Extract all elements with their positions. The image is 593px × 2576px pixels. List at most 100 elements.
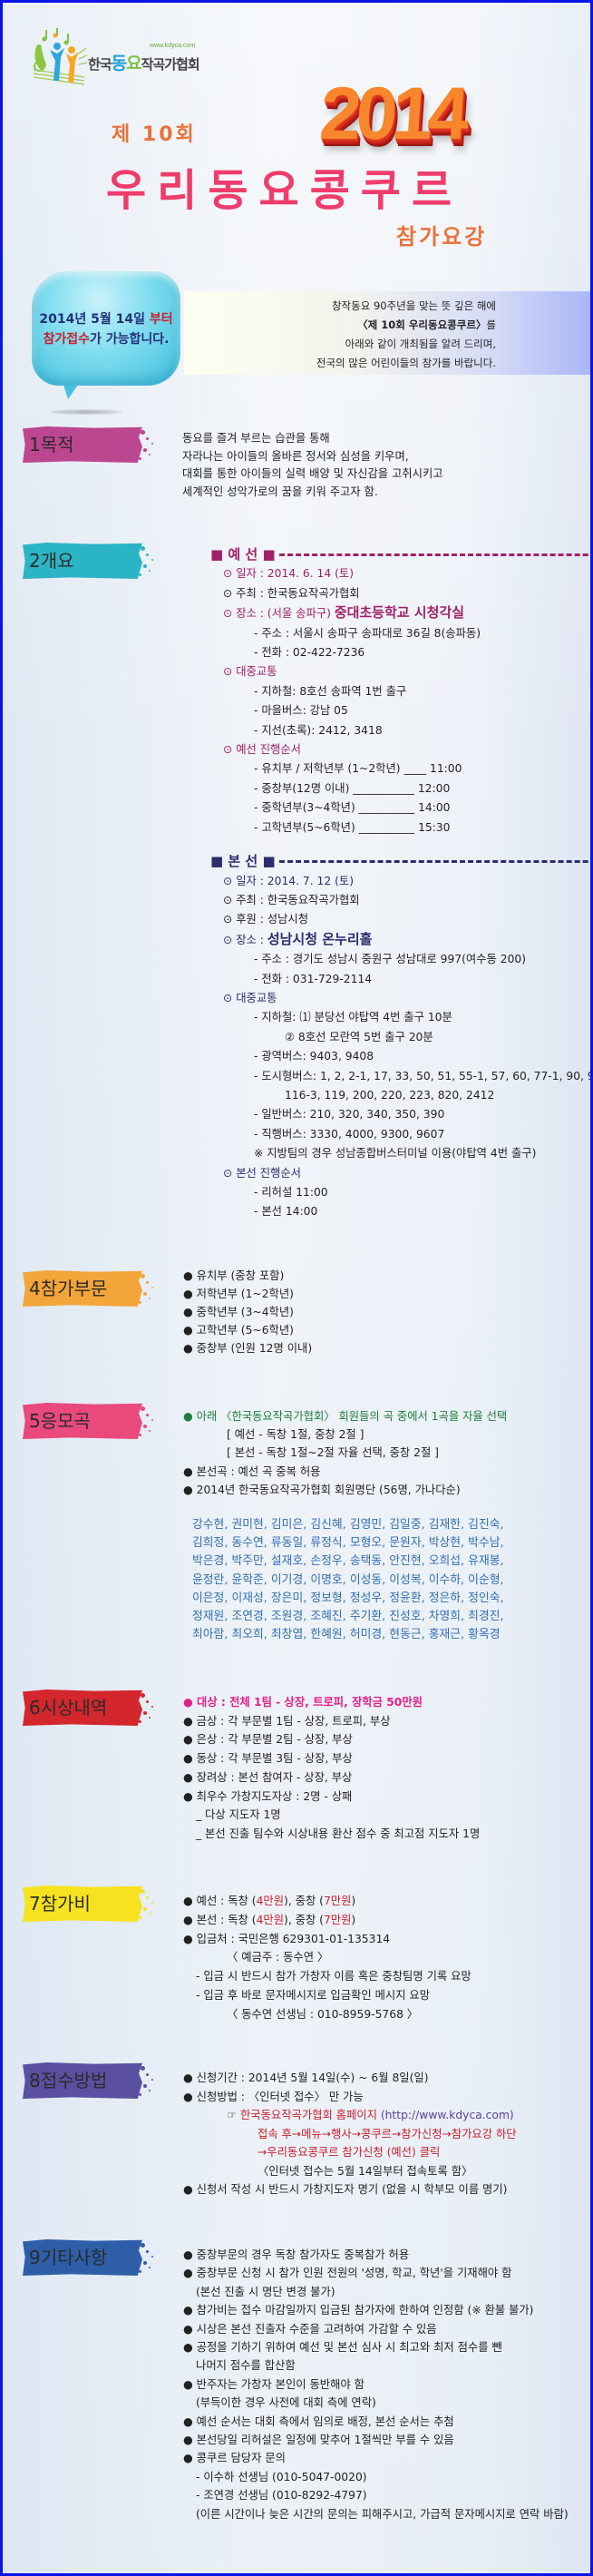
section-content-s4: ● 유치부 (중창 포함) ● 저학년부 (1~2학년) ● 중학년부 (3~4학년…: [183, 1267, 312, 1357]
info-line: - 중창부(12명 이내) ___________ 12:00: [210, 779, 590, 798]
text-segment: ● 아래 〈한국동요작곡가협회〉 회원들의 곡 중에서 1곡을 자율 선택: [183, 1410, 508, 1423]
text-segment: ⊙ 장소 : (서울 송파구): [223, 607, 335, 621]
text-segment: - 주소 : 경기도 성남시 중원구 성남대로 997(여수동 200): [254, 953, 527, 966]
paint-splatter: [139, 1301, 141, 1304]
text-segment: ● 신청기간 : 2014년 5월 14일(수) ~ 6월 8일(일): [183, 2072, 429, 2084]
brush-stroke: [23, 1885, 142, 1922]
info-line: ⊙ 일자 : 2014. 7. 12 (토): [210, 872, 590, 891]
text-segment: (본선 진출 시 명단 변경 불가): [196, 2285, 335, 2298]
info-line: ② 8호선 모란역 5번 출구 20분: [210, 1028, 590, 1047]
text-segment: 전국의 많은 어린이들의 참가를 바랍니다.: [316, 357, 496, 369]
info-line: - 전화 : 031-729-2114: [210, 970, 590, 989]
info-line: ● 예선 : 독창 (4만원), 중창 (7만원): [183, 1892, 471, 1911]
text-segment: - 본선 14:00: [254, 1205, 318, 1219]
text-segment: 116-3, 119, 200, 220, 223, 820, 2412: [285, 1088, 495, 1102]
text-segment: ● 콩쿠르 담당자 문의: [183, 2452, 286, 2465]
text-segment: - 직행버스: 3330, 4000, 9300, 9607: [254, 1127, 445, 1141]
text-segment: 가 가능합니다.: [90, 332, 170, 347]
section-content-s7: ● 예선 : 독창 (4만원), 중창 (7만원) ● 본선 : 독창 (4만원)…: [183, 1892, 471, 2024]
text-segment: 〈인터넷 접수는 5월 14일부터 접속토록 함〉: [258, 2164, 473, 2178]
intro-line: 〈제 10회 우리동요콩쿠르〉를: [184, 316, 496, 335]
section-label-s5: 5응모곡: [23, 1403, 153, 1439]
info-line: - 고학년부(5~6학년) __________ 15:30: [210, 818, 590, 837]
text-segment: ● 본선곡 : 예선 곡 중복 허용: [183, 1464, 321, 1478]
member-names-line: 박은경, 박주만, 설재호, 손정우, 송택동, 안진현, 오희섭, 유재봉,: [183, 1552, 507, 1571]
section-title: 1목적: [29, 434, 74, 455]
info-line: ● 본선 : 독창 (4만원), 중창 (7만원): [183, 1911, 471, 1930]
info-line: ⊙ 주최 : 한국동요작곡가협회: [210, 891, 590, 910]
info-line: - 주소 : 서울시 송파구 송파대로 36길 8(송파동): [210, 624, 590, 643]
info-line: ● 최우수 가창지도자상 : 2명 - 상패: [183, 1788, 480, 1807]
text-segment: ● 예선 순서는 대회 측에서 임의로 배정, 본선 순서는 추첨: [183, 2414, 454, 2428]
info-line: - 중학년부(3~4학년) __________ 14:00: [210, 798, 590, 818]
registration-notice: 2014년 5월 14일 부터 참가접수가 가능합니다.: [32, 309, 180, 349]
info-line: ● 신청기간 : 2014년 5월 14일(수) ~ 6월 8일(일): [183, 2069, 517, 2088]
section-content-s1: 동요를 즐겨 부르는 습관을 통해 자라나는 아이들의 올바른 정서와 심성을 키…: [182, 430, 443, 501]
info-line: _ 다상 지도자 1명: [183, 1806, 480, 1825]
info-line: [ 본선 - 독창 1절~2절 자율 선택, 중창 2절 ]: [183, 1444, 507, 1462]
text-segment: _ 본선 진출 팀수와 시상내용 환산 점수 중 최고점 지도자 1명: [196, 1827, 481, 1840]
paint-splatter: [151, 1419, 153, 1421]
text-segment: 4만원: [256, 1895, 285, 1907]
info-line: - 일반버스: 210, 320, 340, 350, 390: [210, 1105, 590, 1124]
text-segment: (부득이한 경우 사전에 대회 측에 연락): [196, 2396, 376, 2410]
paint-splatter: [139, 2270, 141, 2273]
paint-splatter: [141, 2066, 145, 2071]
paint-splatter: [139, 457, 141, 460]
text-segment: [ 예선 - 독창 1절, 중창 2절 ]: [227, 1428, 365, 1442]
text-segment: [ 본선 - 독창 1절~2절 자율 선택, 중창 2절 ]: [227, 1446, 439, 1460]
text-segment: ● 시상은 본선 진출자 수준을 고려하여 가감할 수 있음: [183, 2322, 437, 2336]
text-segment: ⊙ 대중교통: [223, 991, 277, 1004]
intro-line: 전국의 많은 어린이들의 참가를 바랍니다.: [184, 354, 496, 373]
text-segment: ), 중창 (: [284, 1895, 324, 1907]
info-line: ⊙ 대중교통: [210, 662, 590, 681]
paint-splatter: [139, 1720, 141, 1723]
section-title: 2개요: [29, 550, 74, 572]
info-line: ⊙ 후원 : 성남시청: [210, 910, 590, 929]
info-line: (부득이한 경우 사전에 대회 측에 연락): [183, 2394, 569, 2412]
text-segment: ● 반주자는 가창자 본인이 동반해야 함: [183, 2377, 365, 2391]
section-content-s2: ■ 예 선 ■ ⊙ 일자 : 2014. 6. 14 (토) ⊙ 주최 : 한국동요…: [210, 545, 590, 1222]
paint-splatter: [151, 1706, 153, 1708]
text-segment: - 마을버스: 강남 05: [254, 704, 348, 718]
text-segment: ● 신청서 작성 시 반드시 가창지도자 명기 (없을 시 학부모 이름 명기): [183, 2183, 508, 2196]
text-segment: 〈제 10회 우리동요콩쿠르〉: [357, 318, 487, 331]
info-line: ● 공정을 기하기 위하여 예선 및 본선 심사 시 최고와 최저 점수를 뺀: [183, 2338, 569, 2356]
paint-splatter: [146, 1414, 149, 1416]
dashed-divider: [278, 553, 590, 556]
text-segment: ⊙ 예선 진행순서: [223, 743, 302, 757]
info-line: (이른 시간이나 늦은 시간의 문의는 피해주시고, 가급적 문자메시지로 연락…: [183, 2505, 569, 2523]
text-segment: - 지선(초록): 2412, 3418: [254, 723, 383, 737]
text-segment: 김희정, 동수연, 류동일, 류정식, 모형오, 문원자, 박상현, 박수남,: [192, 1536, 504, 1551]
info-line: ● 고학년부 (5~6학년): [183, 1321, 312, 1339]
text-segment: ⊙ 일자 : 2014. 7. 12 (토): [223, 874, 355, 887]
section-label-s6: 6시상내역: [23, 1690, 153, 1726]
text-segment: 윤정란, 윤학준, 이기경, 이명호, 이성동, 이성복, 이수하, 이순형,: [192, 1572, 504, 1587]
paint-splatter: [141, 1693, 145, 1698]
section-label-s7: 7참가비: [23, 1885, 153, 1922]
member-names-line: 윤정란, 윤학준, 이기경, 이명호, 이성동, 이성복, 이수하, 이순형,: [183, 1572, 507, 1590]
text-segment: ): [351, 1913, 356, 1926]
paint-splatter: [141, 1889, 145, 1894]
paint-splatter: [146, 2073, 149, 2076]
text-segment: 정재원, 조연경, 조원경, 조혜진, 주기환, 진성호, 차영희, 최경진,: [192, 1610, 504, 1624]
info-line: - 이수하 선생님 (010-5047-0020): [183, 2468, 569, 2486]
info-line: ● 은상 : 각 부문별 2팀 - 상장, 부상: [183, 1730, 480, 1749]
text-segment: 참가접수: [43, 332, 91, 347]
logo-url: www.kdyca.com: [150, 43, 196, 49]
text-segment: 2014년 5월 14일: [39, 312, 150, 327]
paint-splatter: [143, 2261, 147, 2265]
text-segment: ● 예선 : 독창 (: [183, 1895, 257, 1907]
text-segment: ■ 예 선 ■: [210, 546, 276, 563]
text-segment: 대회를 통한 아이들의 실력 배양 및 자신감을 고취시키고: [182, 467, 443, 481]
info-line: - 입금 후 바로 문자메시지로 입금확인 메시지 요망: [183, 1986, 471, 2005]
paint-splatter: [143, 1425, 147, 1428]
paint-splatter: [149, 1717, 151, 1719]
info-line: ● 대상 : 전체 1팀 - 상장, 트로피, 장학금 50만원: [183, 1693, 480, 1712]
paint-splatter: [143, 1711, 147, 1715]
page-subtitle: 참가요강: [396, 224, 488, 250]
section-title: 8접수방법: [29, 2070, 108, 2091]
paint-splatter: [149, 454, 151, 455]
intro-line: 아래와 같이 개최됨을 알려 드리며,: [184, 335, 496, 354]
